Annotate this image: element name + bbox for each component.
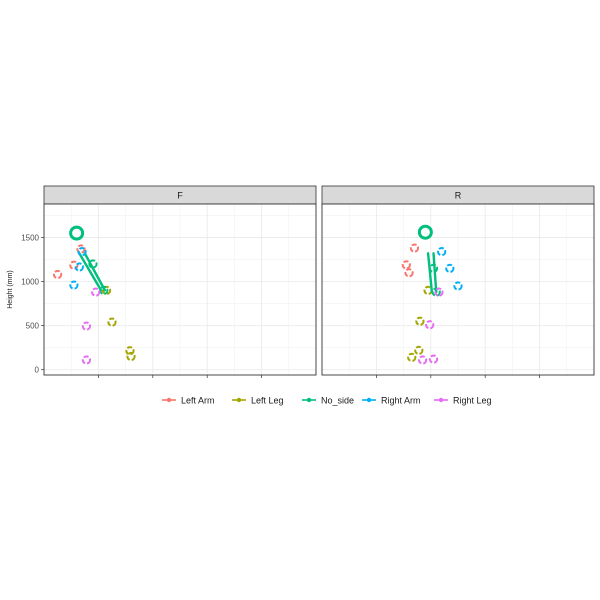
segment-no-side [78,252,103,292]
y-axis-title: Height (mm) [7,270,14,309]
point-left-arm [404,268,414,278]
legend-item-right-leg: Right Leg [434,396,492,406]
y-tick-label: 1500 [21,233,39,242]
point-left-leg [414,345,424,355]
legend-key-point [236,397,242,403]
point-no-side [69,225,85,241]
legend: Left Arm Left Leg No_side Right Arm Right Le… [162,396,492,406]
point-left-arm [53,269,63,280]
legend-item-left-arm: Left Arm [162,396,215,406]
point-right-arm [69,280,79,290]
point-right-leg [434,287,444,297]
point-left-arm [409,243,420,253]
legend-label: No_side [321,396,354,406]
point-left-arm [69,260,79,270]
point-right-leg [428,354,439,364]
legend-key-point [438,397,444,403]
panel-f: F 0 500 1000 1500 [21,185,317,378]
legend-key-point [166,397,172,403]
y-tick-label: 0 [35,366,40,375]
point-right-leg [81,321,92,331]
legend-item-no-side: No_side [302,396,354,406]
legend-label: Left Arm [181,396,215,406]
legend-label: Right Leg [453,396,492,406]
point-no-side [88,259,98,269]
point-right-leg [425,320,435,330]
point-right-arm [453,281,463,291]
y-tick-label: 1000 [21,278,39,287]
point-right-arm [77,246,87,257]
legend-key-point [306,397,312,403]
segment-no-side [83,252,107,292]
point-right-arm [445,263,455,273]
plot-layer: F 0 500 1000 1500 R Height (mm) [7,185,595,378]
legend-key-point [366,397,372,403]
point-left-leg [107,317,117,327]
point-left-leg [415,316,425,326]
segment-no-side [426,252,434,294]
point-left-arm [401,260,411,270]
legend-item-right-arm: Right Arm [362,396,421,406]
point-left-leg [125,346,135,356]
point-no-side [417,224,433,240]
legend-item-left-leg: Left Leg [232,396,284,406]
point-right-arm [437,246,447,257]
facet-label: R [455,191,462,201]
point-right-leg [81,355,92,365]
panel-r: R [321,185,595,378]
panel-border [321,203,595,376]
point-right-leg [91,287,101,297]
point-left-leg [126,351,136,362]
panel-border [43,203,317,376]
legend-label: Left Leg [251,396,284,406]
point-right-leg [418,355,428,365]
point-no-side [99,285,109,295]
point-no-side [428,263,439,273]
point-left-arm [76,244,86,254]
point-right-arm [74,262,84,272]
legend-label: Right Arm [381,396,421,406]
point-left-leg [407,352,417,362]
y-tick-label: 500 [26,322,40,331]
facet-label: F [177,191,183,201]
